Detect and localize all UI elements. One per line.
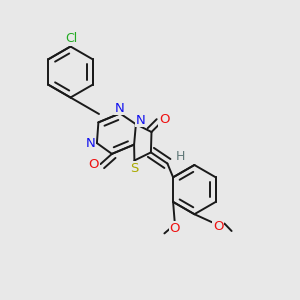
Text: S: S [130, 161, 139, 175]
Text: N: N [85, 136, 95, 150]
Text: N: N [115, 101, 125, 115]
Text: O: O [170, 221, 180, 235]
Text: Cl: Cl [65, 32, 77, 46]
Text: O: O [159, 113, 169, 126]
Text: O: O [213, 220, 224, 233]
Text: N: N [136, 113, 146, 127]
Text: H: H [175, 150, 185, 163]
Text: O: O [89, 158, 99, 171]
